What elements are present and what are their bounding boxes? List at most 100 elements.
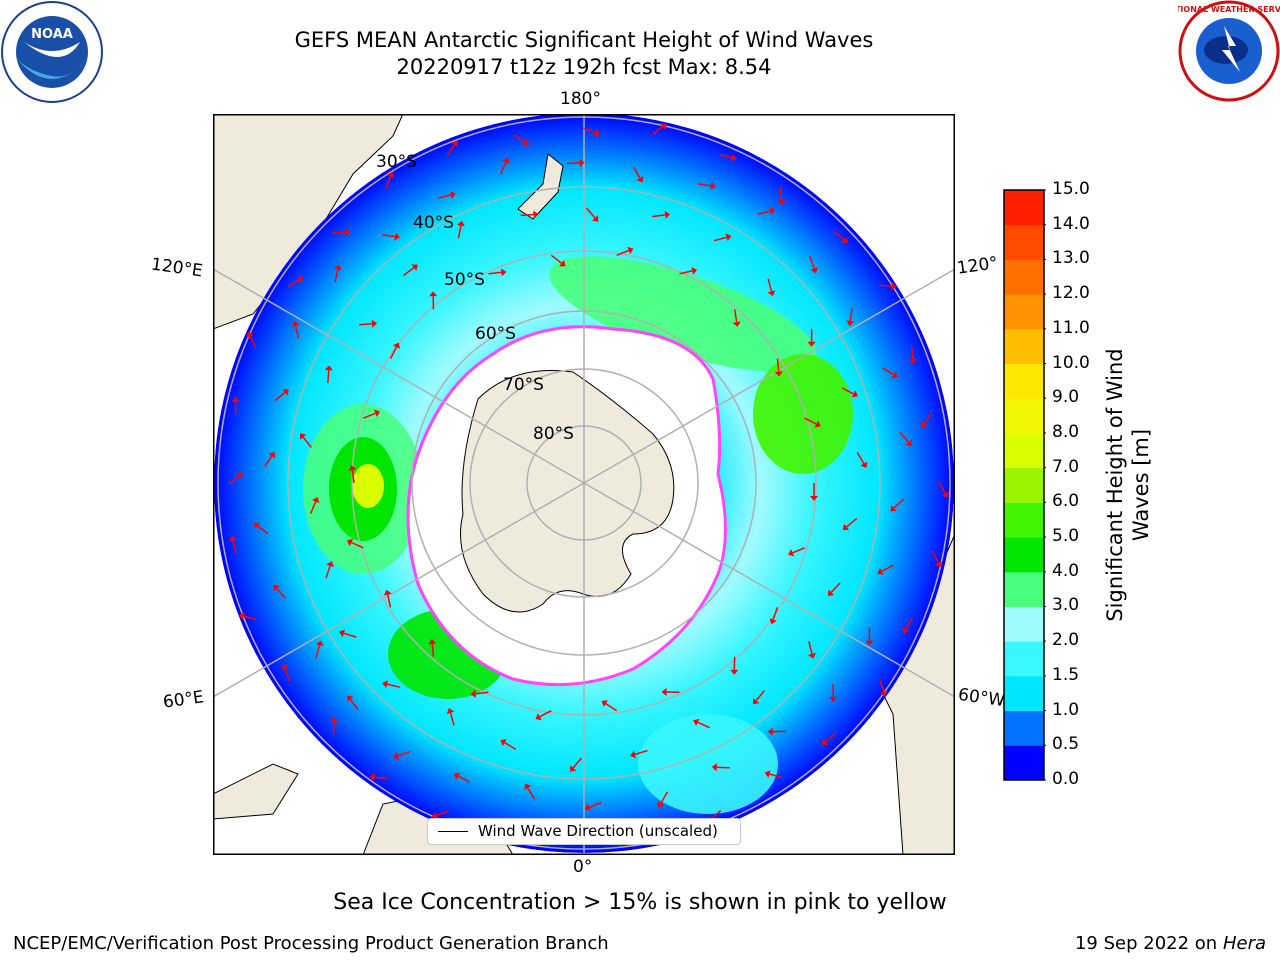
colorbar-tick-label: 10.0: [1052, 352, 1090, 373]
wave-arrow-shaft: [809, 256, 815, 269]
colorbar-tick-label: 14.0: [1052, 213, 1090, 234]
wave-arrow-head: [451, 140, 458, 147]
wave-arrow-head: [449, 191, 456, 199]
wave-arrow-head: [774, 371, 783, 377]
wave-arrow-shaft: [302, 436, 312, 448]
wave-arrow-head: [764, 770, 771, 778]
wave-arrow-head: [877, 567, 884, 575]
noaa-logo-text: NOAA: [31, 27, 73, 42]
wave-arrow-shaft: [652, 214, 666, 218]
wave-arrow-shaft: [520, 213, 534, 217]
wave-arrow-shaft: [349, 698, 359, 711]
wave-arrow-shaft: [910, 346, 914, 360]
wave-arrow-head: [636, 176, 644, 183]
wave-arrow-shaft: [294, 325, 300, 339]
wave-arrow-head: [902, 627, 910, 634]
wave-arrow-head: [879, 690, 888, 697]
wave-arrow-head: [710, 181, 716, 190]
wave-arrow-head: [865, 640, 874, 646]
colorbar: [1003, 189, 1046, 781]
colorbar-tick-label: 7.0: [1052, 456, 1080, 477]
wave-arrow-shaft: [733, 309, 738, 323]
wave-swell-pacific: [549, 256, 817, 372]
colorbar-swatch: [1004, 294, 1044, 330]
wave-arrow-head: [253, 522, 260, 530]
wave-arrow-head: [291, 320, 300, 327]
wave-arrow-head: [807, 341, 816, 347]
colorbar-swatch: [1004, 467, 1044, 503]
wave-arrow-head: [457, 220, 465, 227]
madagascar-land: [213, 763, 299, 820]
wave-arrow-head: [246, 331, 254, 339]
wave-arrow-head: [691, 267, 698, 275]
wave-arrow-shaft: [386, 683, 400, 688]
wave-arrow-head: [239, 612, 246, 620]
wave-max: [352, 464, 384, 508]
wave-arrow-shaft: [878, 679, 885, 693]
wave-arrow-head: [346, 538, 354, 547]
wave-arrow-shaft: [804, 417, 817, 425]
chart-title: GEFS MEAN Antarctic Significant Height o…: [294, 28, 874, 52]
wave-arrow-shaft: [893, 498, 905, 509]
lat-label-70s: 70°S: [503, 375, 544, 395]
wave-arrow-shaft: [228, 475, 240, 485]
wave-arrow-shaft: [332, 231, 346, 234]
wave-arrow-head: [559, 260, 566, 267]
wave-arrow-head: [453, 772, 460, 780]
wave-arrow-shaft: [899, 431, 910, 443]
sea-ice-note: Sea Ice Concentration > 15% is shown in …: [333, 890, 947, 915]
wave-arrow-head: [387, 171, 395, 178]
colorbar-tick-label: 12.0: [1052, 283, 1090, 304]
wave-arrow-shaft: [776, 358, 780, 372]
wave-arrow-head: [347, 695, 354, 702]
wave-arrow-head: [660, 123, 667, 130]
wave-arrow-shaft: [287, 278, 300, 288]
colorbar-swatch: [1004, 259, 1044, 295]
wave-arrow-head: [383, 589, 392, 596]
lat-label-50s: 50°S: [444, 270, 485, 290]
wave-arrow-shaft: [382, 233, 396, 238]
wave-arrow-shaft: [679, 270, 693, 275]
wave-arrow-shaft: [397, 750, 411, 757]
wave-arrow-head: [788, 549, 795, 557]
wave-arrow-head: [393, 752, 400, 760]
wave-arrow-shaft: [841, 387, 854, 395]
map-frame: [213, 114, 955, 855]
colorbar-tick-label: 9.0: [1052, 387, 1080, 408]
wave-arrow-shaft: [232, 540, 237, 554]
wave-arrow-shaft: [351, 541, 364, 549]
wave-arrow-head: [273, 584, 280, 592]
legend-label: Wind Wave Direction (unscaled): [478, 822, 718, 840]
wave-arrow-shaft: [374, 776, 388, 780]
colorbar-swatch: [1004, 606, 1044, 642]
nws-logo-text: NATIONAL WEATHER SERVICE: [1178, 5, 1280, 14]
wave-arrow-head: [334, 264, 342, 271]
colorbar-frame: [1003, 189, 1045, 781]
lon-label-60w: 60°W: [956, 684, 1007, 712]
wave-arrow-head: [300, 433, 307, 440]
lat-label-30s: 30°S: [376, 152, 417, 172]
wave-arrow-shaft: [343, 632, 357, 638]
wave-arrow-shaft: [276, 587, 287, 599]
wave-arrow-shaft: [243, 615, 257, 621]
wave-arrow-shaft: [386, 594, 392, 608]
wave-arrow-shaft: [882, 367, 894, 376]
wave-arrow-shaft: [389, 346, 398, 360]
wave-arrow-head: [725, 233, 732, 242]
wave-arrow-shaft: [249, 335, 257, 349]
wave-arrow-shaft: [931, 550, 940, 564]
wave-arrow-head: [533, 210, 539, 219]
colorbar-tick-label: 15.0: [1052, 179, 1090, 199]
wave-arrow-head: [732, 321, 741, 327]
colorbar-tick-label: 1.5: [1052, 664, 1080, 685]
colorbar-swatch: [1004, 502, 1044, 538]
wave-arrow-head: [827, 589, 835, 596]
wave-arrow-shaft: [585, 207, 596, 219]
colorbar-swatch: [1004, 328, 1044, 365]
wave-arrow-shaft: [757, 210, 771, 216]
wave-arrow-head: [891, 371, 898, 379]
wave-arrow-head: [330, 716, 339, 722]
wave-arrow-head: [908, 358, 917, 365]
colorbar-label: Significant Height of Wind Waves [m]: [1103, 348, 1153, 622]
wave-arrow-shaft: [718, 153, 732, 159]
